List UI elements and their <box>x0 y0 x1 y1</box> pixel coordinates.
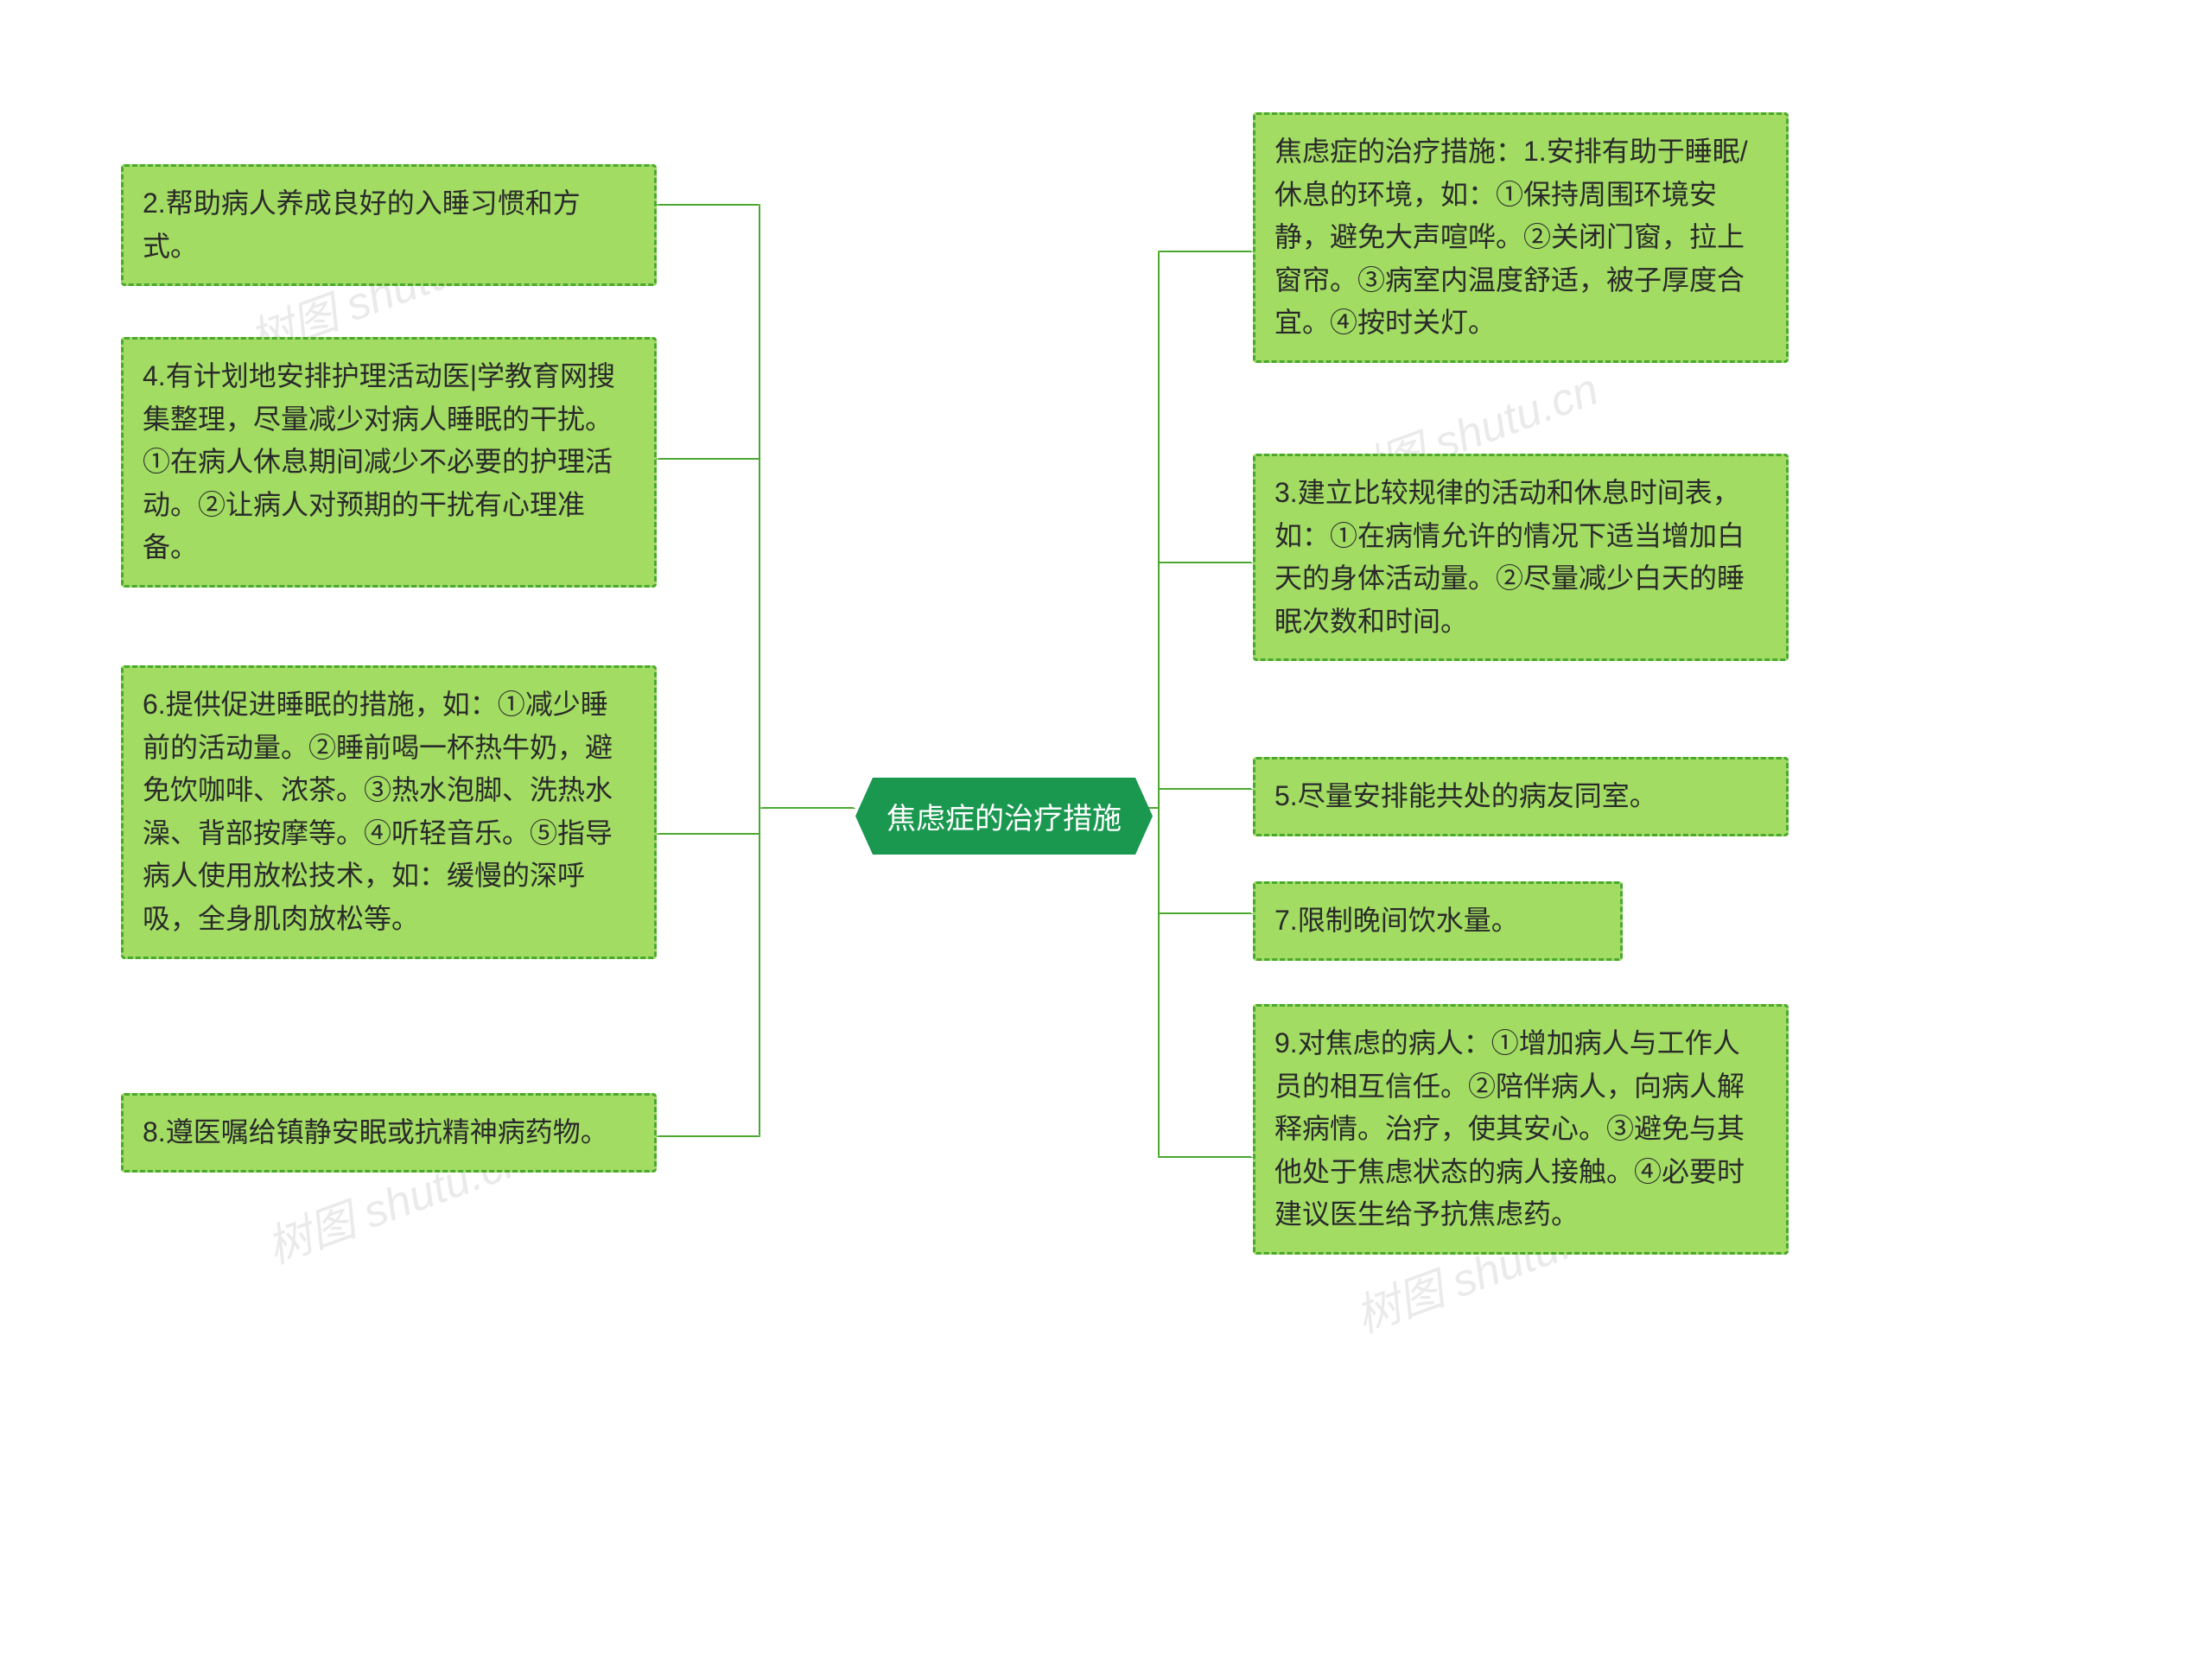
left-node-1: 2.帮助病人养成良好的入睡习惯和方式。 <box>121 164 657 286</box>
connector <box>760 807 855 809</box>
center-node: 焦虑症的治疗措施 <box>855 778 1153 855</box>
connector <box>1158 788 1253 790</box>
connector <box>657 833 760 835</box>
left-node-2: 4.有计划地安排护理活动医|学教育网搜集整理，尽量减少对病人睡眠的干扰。①在病人… <box>121 337 657 588</box>
connector <box>759 204 760 1137</box>
mindmap-container: 树图 shutu.cn 树图 shutu.cn 树图 shutu.cn 树图 s… <box>0 0 2212 1659</box>
left-node-3: 6.提供促进睡眠的措施，如：①减少睡前的活动量。②睡前喝一杯热牛奶，避免饮咖啡、… <box>121 665 657 959</box>
connector <box>1158 912 1253 914</box>
connector <box>657 204 760 206</box>
right-node-5: 9.对焦虑的病人：①增加病人与工作人员的相互信任。②陪伴病人，向病人解释病情。治… <box>1253 1004 1789 1255</box>
connector <box>657 458 760 460</box>
right-node-3: 5.尽量安排能共处的病友同室。 <box>1253 757 1789 836</box>
right-node-4: 7.限制晚间饮水量。 <box>1253 881 1623 961</box>
connector <box>1158 251 1253 252</box>
connector <box>1158 251 1160 1158</box>
left-node-4: 8.遵医嘱给镇静安眠或抗精神病药物。 <box>121 1093 657 1173</box>
right-node-1: 焦虑症的治疗措施：1.安排有助于睡眠/休息的环境，如：①保持周围环境安静，避免大… <box>1253 112 1789 363</box>
right-node-2: 3.建立比较规律的活动和休息时间表，如：①在病情允许的情况下适当增加白天的身体活… <box>1253 454 1789 661</box>
connector <box>1158 1156 1253 1158</box>
connector <box>657 1135 760 1137</box>
connector <box>1158 562 1253 563</box>
